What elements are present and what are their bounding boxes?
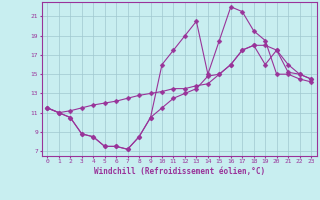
- X-axis label: Windchill (Refroidissement éolien,°C): Windchill (Refroidissement éolien,°C): [94, 167, 265, 176]
